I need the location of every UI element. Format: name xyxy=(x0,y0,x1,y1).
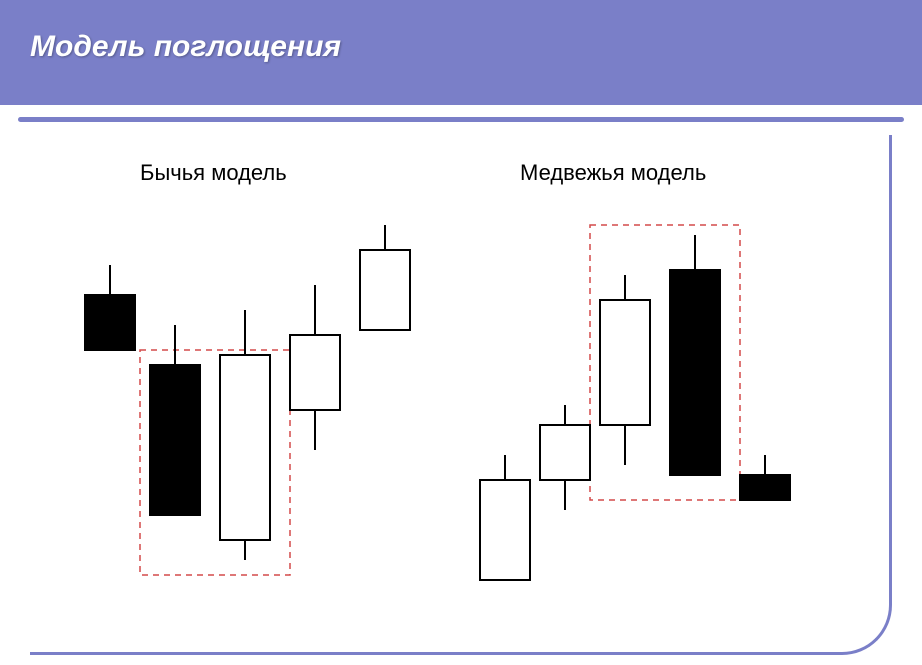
candle-body xyxy=(600,300,650,425)
candle-body xyxy=(670,270,720,475)
candle-body xyxy=(85,295,135,350)
candlestick-chart xyxy=(50,200,870,600)
candle-body xyxy=(150,365,200,515)
candle-body xyxy=(360,250,410,330)
candle-body xyxy=(540,425,590,480)
bullish-model-label: Бычья модель xyxy=(140,160,287,186)
header-divider xyxy=(18,117,904,122)
candle-body xyxy=(740,475,790,500)
chart-svg xyxy=(50,200,870,600)
candle-body xyxy=(290,335,340,410)
candle-body xyxy=(480,480,530,580)
bearish-model-label: Медвежья модель xyxy=(520,160,706,186)
candle-body xyxy=(220,355,270,540)
page-title: Модель поглощения xyxy=(30,30,341,64)
